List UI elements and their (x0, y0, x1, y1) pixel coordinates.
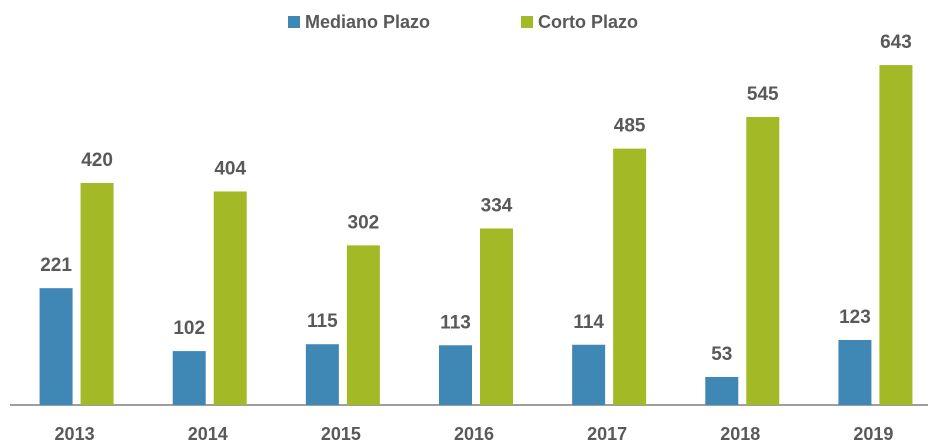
data-label: 221 (40, 255, 72, 276)
data-label: 404 (214, 158, 246, 179)
bar (213, 191, 247, 405)
x-tick-label: 2013 (55, 424, 95, 444)
data-label: 302 (348, 212, 380, 233)
x-tick-label: 2016 (454, 424, 494, 444)
data-label: 420 (81, 150, 113, 171)
bar (480, 228, 513, 405)
data-label: 123 (839, 307, 871, 328)
data-label: 114 (573, 312, 604, 333)
x-tick-label: 2014 (188, 424, 228, 444)
data-label: 643 (880, 32, 912, 53)
data-label: 485 (614, 116, 646, 137)
bar (746, 116, 780, 405)
legend-swatch (288, 16, 300, 28)
bar (305, 344, 339, 405)
data-label: 545 (747, 84, 779, 105)
data-label: 102 (173, 318, 205, 339)
bar (613, 148, 647, 405)
x-tick-label: 2017 (587, 424, 627, 444)
bar (172, 351, 206, 405)
bar (80, 183, 114, 405)
data-label: 53 (711, 344, 732, 365)
data-label: 113 (440, 312, 471, 333)
data-label: 115 (307, 311, 338, 332)
bar (572, 344, 606, 405)
legend-swatch (521, 16, 533, 28)
bar (39, 288, 73, 405)
x-tick-label: 2015 (321, 424, 361, 444)
bar (346, 245, 380, 405)
legend-label: Mediano Plazo (305, 12, 430, 32)
x-tick-label: 2019 (853, 424, 893, 444)
legend-label: Corto Plazo (538, 12, 638, 32)
x-tick-label: 2018 (720, 424, 760, 444)
bar (838, 339, 872, 405)
data-label: 334 (481, 195, 513, 216)
bar (879, 65, 913, 405)
bar (705, 376, 739, 405)
bar (439, 345, 472, 405)
